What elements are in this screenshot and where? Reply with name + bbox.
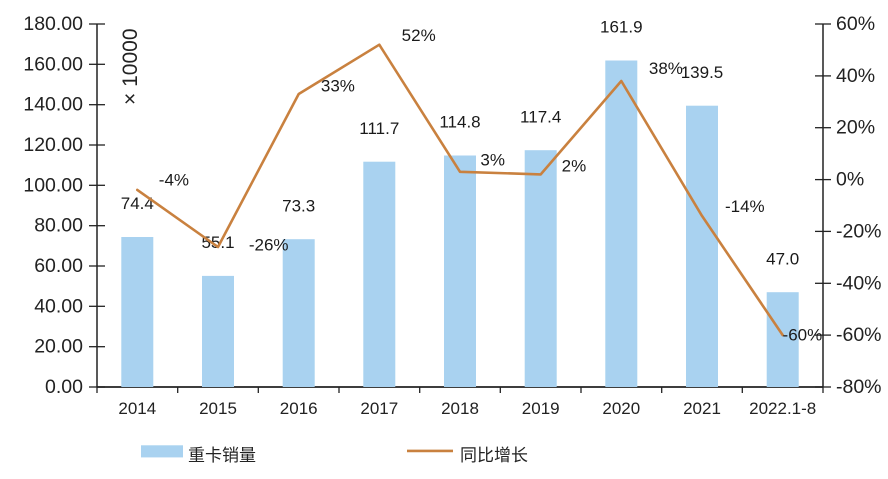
svg-text:139.5: 139.5	[681, 63, 724, 82]
svg-text:3%: 3%	[480, 150, 505, 169]
svg-text:2018: 2018	[441, 399, 479, 418]
svg-text:120.00: 120.00	[23, 134, 83, 156]
svg-text:52%: 52%	[402, 26, 436, 45]
svg-text:38%: 38%	[649, 59, 683, 78]
svg-text:47.0: 47.0	[766, 249, 799, 268]
svg-text:20%: 20%	[836, 117, 875, 139]
svg-text:161.9: 161.9	[600, 18, 643, 37]
svg-text:55.1: 55.1	[201, 233, 234, 252]
svg-text:2016: 2016	[280, 399, 318, 418]
svg-text:-26%: -26%	[249, 236, 289, 255]
svg-text:-20%: -20%	[836, 220, 882, 242]
svg-text:20.00: 20.00	[34, 336, 83, 358]
svg-text:111.7: 111.7	[359, 119, 399, 138]
svg-text:同比增长: 同比增长	[460, 446, 528, 465]
svg-text:40.00: 40.00	[34, 295, 83, 317]
svg-text:140.00: 140.00	[23, 94, 83, 116]
svg-text:-80%: -80%	[836, 376, 882, 398]
svg-text:-40%: -40%	[836, 272, 882, 294]
svg-text:2019: 2019	[522, 399, 560, 418]
svg-text:2020: 2020	[602, 399, 640, 418]
svg-text:114.8: 114.8	[439, 113, 480, 132]
svg-text:40%: 40%	[836, 65, 875, 87]
svg-text:180.00: 180.00	[23, 13, 83, 35]
svg-text:60.00: 60.00	[34, 255, 83, 277]
svg-text:2022.1-8: 2022.1-8	[749, 399, 816, 418]
svg-text:0.00: 0.00	[45, 376, 83, 398]
svg-text:73.3: 73.3	[282, 196, 315, 215]
svg-text:2017: 2017	[360, 399, 398, 418]
svg-text:2021: 2021	[683, 399, 721, 418]
svg-text:× 10000: × 10000	[119, 29, 142, 106]
svg-text:2015: 2015	[199, 399, 237, 418]
svg-text:2%: 2%	[562, 156, 587, 175]
svg-text:-4%: -4%	[159, 171, 189, 190]
svg-text:-14%: -14%	[725, 197, 765, 216]
svg-text:60%: 60%	[836, 13, 875, 35]
svg-text:0%: 0%	[836, 169, 864, 191]
svg-text:-60%: -60%	[783, 326, 823, 345]
svg-text:160.00: 160.00	[23, 53, 83, 75]
svg-text:重卡销量: 重卡销量	[188, 446, 256, 465]
svg-text:80.00: 80.00	[34, 215, 83, 237]
svg-text:-60%: -60%	[836, 324, 882, 346]
svg-text:2014: 2014	[118, 399, 156, 418]
svg-text:33%: 33%	[321, 77, 355, 96]
svg-text:117.4: 117.4	[520, 107, 561, 126]
svg-text:100.00: 100.00	[23, 174, 83, 196]
